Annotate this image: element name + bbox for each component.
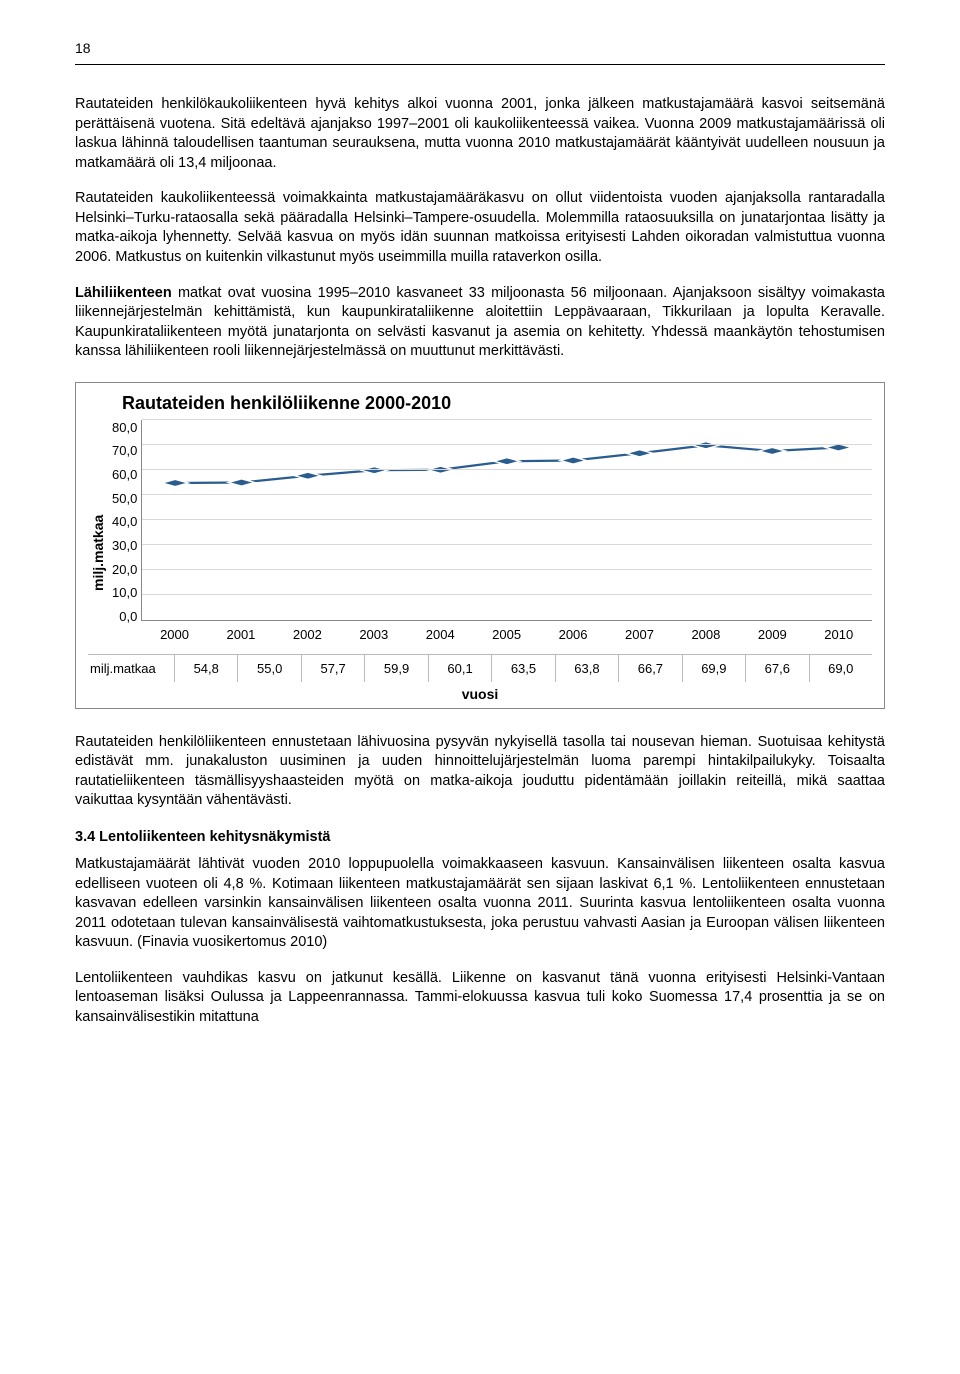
paragraph: Lentoliikenteen vauhdikas kasvu on jatku…: [75, 969, 885, 1028]
paragraph: Matkustajamäärät lähtivät vuoden 2010 lo…: [75, 855, 885, 953]
y-tick-label: 80,0: [112, 420, 137, 435]
y-tick-label: 0,0: [112, 609, 137, 624]
y-axis-ticks: 80,0 70,0 60,0 50,0 40,0 30,0 20,0 10,0 0,0: [108, 420, 141, 650]
y-tick-label: 70,0: [112, 443, 137, 458]
paragraph: Lähiliikenteen matkat ovat vuosina 1995–…: [75, 284, 885, 362]
x-tick-label: 2002: [274, 627, 340, 642]
paragraph: Rautateiden kaukoliikenteessä voimakkain…: [75, 189, 885, 267]
table-cells: 54,855,057,759,960,163,563,866,769,967,6…: [175, 655, 872, 682]
x-tick-label: 2010: [806, 627, 872, 642]
y-tick-label: 20,0: [112, 562, 137, 577]
x-tick-label: 2008: [673, 627, 739, 642]
chart-area: milj.matkaa 80,0 70,0 60,0 50,0 40,0 30,0 20,0…: [88, 420, 872, 650]
chart-title: Rautateiden henkilöliikenne 2000-2010: [122, 393, 872, 414]
table-cell: 66,7: [619, 655, 682, 682]
x-axis-label: vuosi: [88, 682, 872, 704]
table-cell: 60,1: [429, 655, 492, 682]
x-tick-label: 2004: [407, 627, 473, 642]
table-cell: 59,9: [365, 655, 428, 682]
table-cell: 63,5: [492, 655, 555, 682]
table-cell: 63,8: [556, 655, 619, 682]
gridline: [142, 519, 872, 520]
table-cell: 55,0: [238, 655, 301, 682]
x-tick-label: 2001: [208, 627, 274, 642]
document-page: 18 Rautateiden henkilökaukoliikenteen hy…: [0, 0, 960, 1084]
gridline: [142, 569, 872, 570]
gridline: [142, 419, 872, 420]
paragraph: Rautateiden henkilökaukoliikenteen hyvä …: [75, 95, 885, 173]
plot-column: 2000200120022003200420052006200720082009…: [141, 420, 872, 650]
y-tick-label: 30,0: [112, 538, 137, 553]
x-axis-ticks: 2000200120022003200420052006200720082009…: [141, 621, 872, 642]
line-series: [142, 420, 872, 620]
y-tick-label: 60,0: [112, 467, 137, 482]
gridline: [142, 469, 872, 470]
gridline: [142, 444, 872, 445]
section-heading: 3.4 Lentoliikenteen kehitysnäkymistä: [75, 829, 885, 845]
paragraph: Rautateiden henkilöliikenteen ennustetaa…: [75, 733, 885, 811]
chart-data-table: milj.matkaa 54,855,057,759,960,163,563,8…: [88, 654, 872, 682]
gridline: [142, 544, 872, 545]
gridline: [142, 594, 872, 595]
x-tick-label: 2006: [540, 627, 606, 642]
chart-container: Rautateiden henkilöliikenne 2000-2010 mi…: [75, 382, 885, 709]
y-tick-label: 40,0: [112, 514, 137, 529]
table-row-header: milj.matkaa: [88, 655, 175, 682]
plot-area: [141, 420, 872, 621]
text-run: matkat ovat vuosina 1995–2010 kasvaneet …: [75, 285, 885, 360]
y-tick-label: 10,0: [112, 585, 137, 600]
table-cell: 54,8: [175, 655, 238, 682]
horizontal-rule: [75, 64, 885, 65]
y-tick-label: 50,0: [112, 491, 137, 506]
table-cell: 67,6: [746, 655, 809, 682]
x-tick-label: 2000: [141, 627, 207, 642]
bold-run: Lähiliikenteen: [75, 285, 172, 301]
page-number: 18: [75, 40, 885, 56]
gridline: [142, 494, 872, 495]
table-cell: 69,0: [810, 655, 872, 682]
table-cell: 69,9: [683, 655, 746, 682]
x-tick-label: 2009: [739, 627, 805, 642]
x-tick-label: 2003: [341, 627, 407, 642]
x-tick-label: 2007: [606, 627, 672, 642]
x-tick-label: 2005: [473, 627, 539, 642]
table-cell: 57,7: [302, 655, 365, 682]
y-axis-label: milj.matkaa: [88, 420, 108, 650]
